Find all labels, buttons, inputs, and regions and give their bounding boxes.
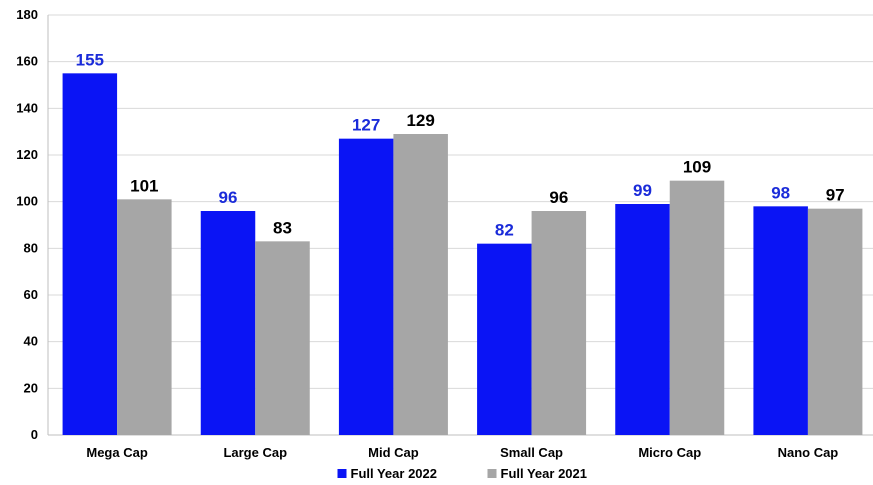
- y-tick-label: 160: [16, 54, 38, 69]
- legend-label: Full Year 2022: [351, 466, 438, 481]
- y-tick-label: 60: [24, 287, 38, 302]
- bar: [615, 204, 670, 435]
- bar: [531, 211, 587, 435]
- axes: 0 20 40 60 80 100 120 140 160 180 Mega Cap Large Ca…: [16, 7, 873, 460]
- legend-label: Full Year 2021: [501, 466, 588, 481]
- x-tick-label: Nano Cap: [778, 445, 839, 460]
- data-label: 97: [826, 186, 845, 205]
- data-label: 155: [76, 50, 104, 69]
- bar: [807, 208, 863, 435]
- data-label: 98: [771, 183, 790, 202]
- data-label: 96: [219, 188, 238, 207]
- bar: [753, 206, 808, 435]
- grid-lines: [48, 14, 873, 389]
- x-tick-label: Mega Cap: [86, 445, 147, 460]
- x-tick-label: Micro Cap: [638, 445, 701, 460]
- data-label: 129: [406, 111, 434, 130]
- y-tick-label: 140: [16, 100, 38, 115]
- data-label: 109: [683, 158, 711, 177]
- y-tick-label: 100: [16, 194, 38, 209]
- y-tick-label: 180: [16, 7, 38, 22]
- bar: [338, 138, 394, 435]
- x-tick-label: Small Cap: [500, 445, 563, 460]
- data-label: 96: [549, 188, 568, 207]
- y-tick-label: 80: [24, 240, 38, 255]
- bars: [62, 73, 863, 435]
- data-label: 101: [130, 176, 158, 195]
- data-label: 83: [273, 218, 292, 237]
- y-tick-label: 40: [24, 334, 38, 349]
- legend-swatch: [487, 469, 497, 478]
- legend-swatch: [337, 469, 347, 478]
- bar: [477, 243, 532, 435]
- y-tick-label: 20: [24, 380, 38, 395]
- bar: [62, 73, 118, 435]
- data-label: 99: [633, 181, 652, 200]
- bar: [200, 211, 256, 435]
- data-labels: 155 101 96 83 127 129 82 96 99 109 98 97: [76, 50, 845, 239]
- bar: [117, 199, 172, 435]
- bar: [255, 241, 310, 435]
- data-label: 82: [495, 221, 514, 240]
- y-tick-label: 0: [31, 427, 38, 442]
- bar: [669, 180, 725, 435]
- y-tick-label: 120: [16, 147, 38, 162]
- bar: [393, 134, 448, 435]
- data-label: 127: [352, 116, 380, 135]
- x-tick-label: Large Cap: [223, 445, 287, 460]
- x-tick-label: Mid Cap: [368, 445, 419, 460]
- legend: Full Year 2022 Full Year 2021: [337, 466, 588, 481]
